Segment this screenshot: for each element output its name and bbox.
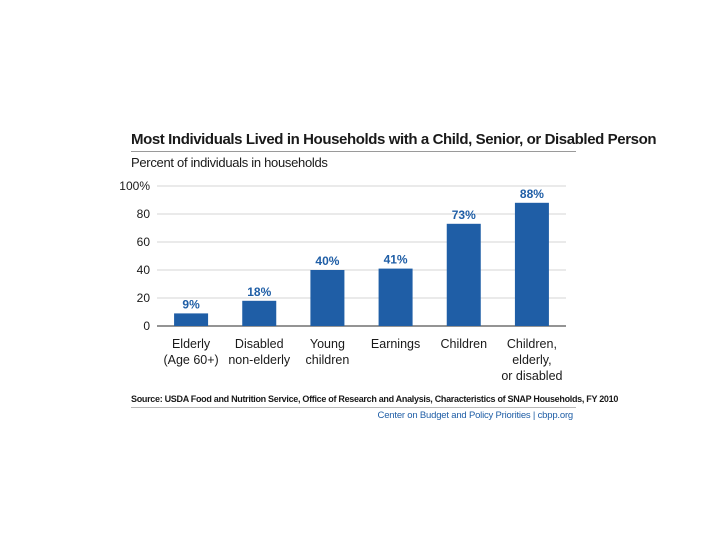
data-label: 88% — [520, 187, 544, 201]
source-note: Source: USDA Food and Nutrition Service,… — [131, 394, 619, 404]
chart-subtitle: Percent of individuals in households — [131, 155, 328, 170]
y-tick-label: 40 — [137, 263, 151, 277]
bar — [310, 270, 345, 326]
bar — [174, 313, 209, 326]
y-tick-label: 60 — [137, 235, 151, 249]
x-tick-label: Disabled — [235, 337, 284, 351]
x-tick-label: elderly, — [512, 353, 551, 367]
data-label: 18% — [247, 285, 271, 299]
bar — [446, 223, 481, 326]
y-tick-label: 0 — [143, 319, 150, 333]
bar — [378, 268, 413, 326]
data-label: 40% — [315, 254, 339, 268]
x-tick-label: Earnings — [371, 337, 420, 351]
y-tick-label: 80 — [137, 207, 151, 221]
data-label: 41% — [384, 253, 408, 267]
credit-line: Center on Budget and Policy Priorities |… — [377, 410, 574, 421]
x-tick-label: non-elderly — [228, 353, 291, 367]
bar — [514, 202, 549, 326]
source-divider — [131, 407, 576, 408]
x-tick-label: Elderly — [172, 337, 211, 351]
x-tick-label: Young — [310, 337, 345, 351]
title-divider — [131, 151, 576, 152]
x-tick-label: (Age 60+) — [163, 353, 218, 367]
data-label: 9% — [182, 297, 200, 311]
x-tick-label: or disabled — [501, 369, 562, 383]
data-label: 73% — [452, 208, 476, 222]
chart-title: Most Individuals Lived in Households wit… — [131, 131, 657, 148]
bar — [242, 300, 277, 326]
x-tick-label: Children, — [507, 337, 557, 351]
x-tick-label: children — [306, 353, 350, 367]
y-tick-label: 100% — [119, 179, 150, 193]
y-tick-label: 20 — [137, 291, 151, 305]
x-tick-label: Children — [440, 337, 487, 351]
